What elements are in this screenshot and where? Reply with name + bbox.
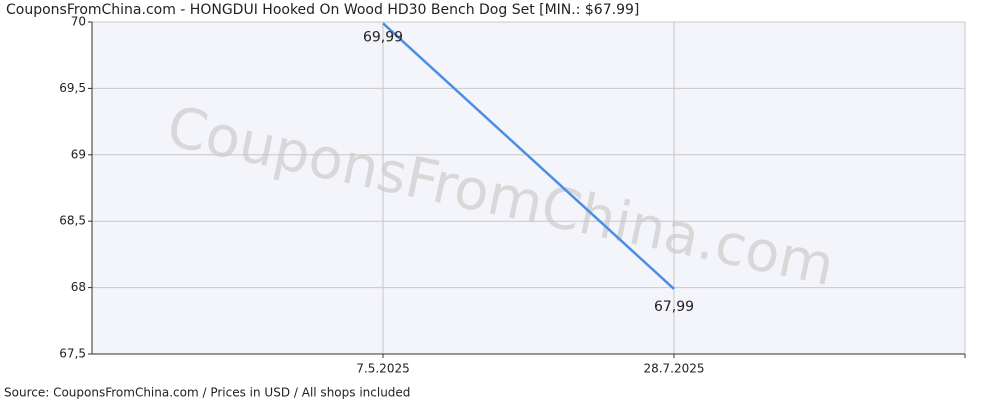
y-tick-label: 70 xyxy=(71,15,86,29)
y-tick-label: 68,5 xyxy=(59,214,86,228)
value-label: 67,99 xyxy=(654,299,694,315)
value-label: 69,99 xyxy=(363,29,403,45)
y-tick-label: 69,5 xyxy=(59,81,86,95)
chart-title: CouponsFromChina.com - HONGDUI Hooked On… xyxy=(6,2,639,18)
plot-area xyxy=(92,22,965,354)
y-tick-label: 67,5 xyxy=(59,347,86,361)
x-tick-label: 28.7.2025 xyxy=(643,362,704,376)
source-note: Source: CouponsFromChina.com / Prices in… xyxy=(4,386,410,400)
price-line xyxy=(382,22,675,290)
y-tick-label: 69 xyxy=(71,147,86,161)
y-tick-label: 68 xyxy=(71,280,86,294)
x-tick-label: 7.5.2025 xyxy=(356,362,409,376)
